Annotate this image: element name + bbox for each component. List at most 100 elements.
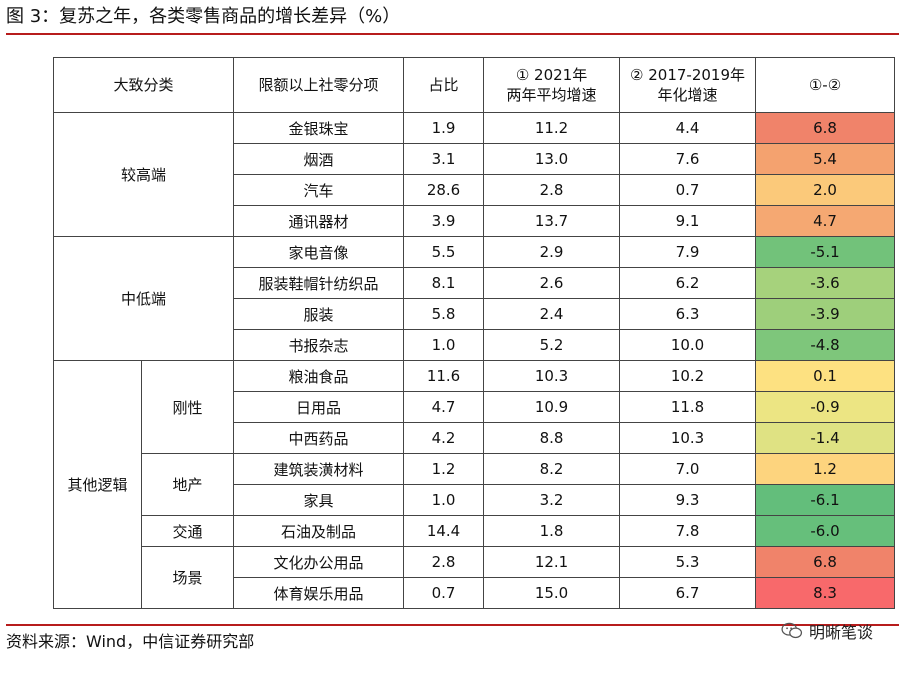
item-cell: 家电音像 xyxy=(233,236,405,268)
growth-2021-cell: 11.2 xyxy=(483,112,621,144)
table-row: 通讯器材 3.9 13.7 9.1 4.7 xyxy=(54,205,896,237)
table-row: 烟酒 3.1 13.0 7.6 5.4 xyxy=(54,143,896,175)
growth-2021-cell: 15.0 xyxy=(483,577,621,609)
share-cell: 1.0 xyxy=(403,484,485,516)
item-cell: 金银珠宝 xyxy=(233,112,405,144)
difference-cell: 8.3 xyxy=(755,577,896,609)
item-cell: 文化办公用品 xyxy=(233,546,405,578)
growth-2017-2019-cell: 0.7 xyxy=(619,174,757,206)
item-cell: 体育娱乐用品 xyxy=(233,577,405,609)
table-row: 其他逻辑 刚性 粮油食品 11.6 10.3 10.2 0.1 xyxy=(53,360,896,609)
growth-2021-cell: 10.9 xyxy=(483,391,621,423)
growth-2021-cell: 2.8 xyxy=(483,174,621,206)
header-category: 大致分类 xyxy=(52,57,235,113)
retail-growth-table: 大致分类 限额以上社零分项 占比 ① 2021年 两年平均增速 ② 2017-2… xyxy=(52,57,896,609)
growth-2021-cell: 12.1 xyxy=(483,546,621,578)
item-cell: 通讯器材 xyxy=(233,205,405,237)
share-cell: 5.8 xyxy=(403,298,485,330)
growth-2017-2019-cell: 4.4 xyxy=(619,112,757,144)
difference-cell: 0.1 xyxy=(755,360,896,392)
growth-2017-2019-cell: 10.0 xyxy=(619,329,757,361)
top-divider xyxy=(6,33,899,35)
difference-cell: 2.0 xyxy=(755,174,896,206)
item-cell: 服装 xyxy=(233,298,405,330)
growth-2021-cell: 3.2 xyxy=(483,484,621,516)
difference-cell: -1.4 xyxy=(755,422,896,454)
subgroup-rigid: 刚性 xyxy=(140,360,235,454)
share-cell: 4.2 xyxy=(403,422,485,454)
header-1719-line2: 年化增速 xyxy=(657,86,718,104)
source-note: 资料来源：Wind，中信证券研究部 xyxy=(6,632,255,651)
share-cell: 4.7 xyxy=(403,391,485,423)
table-row: 中西药品 4.2 8.8 10.3 -1.4 xyxy=(54,422,896,454)
growth-2021-cell: 2.6 xyxy=(483,267,621,299)
growth-2017-2019-cell: 6.3 xyxy=(619,298,757,330)
difference-cell: -4.8 xyxy=(755,329,896,361)
table-row: 服装 5.8 2.4 6.3 -3.9 xyxy=(54,298,896,330)
share-cell: 1.2 xyxy=(403,453,485,485)
growth-2021-cell: 5.2 xyxy=(483,329,621,361)
growth-2021-cell: 13.0 xyxy=(483,143,621,175)
item-cell: 汽车 xyxy=(233,174,405,206)
watermark: 明晰笔谈 xyxy=(781,619,873,643)
growth-2021-cell: 2.4 xyxy=(483,298,621,330)
share-cell: 14.4 xyxy=(403,515,485,547)
watermark-text: 明晰笔谈 xyxy=(808,623,873,642)
difference-cell: -3.6 xyxy=(755,267,896,299)
table-row: 服装鞋帽针纺织品 8.1 2.6 6.2 -3.6 xyxy=(54,267,896,299)
share-cell: 1.0 xyxy=(403,329,485,361)
share-cell: 0.7 xyxy=(403,577,485,609)
bottom-divider xyxy=(6,624,899,626)
share-cell: 5.5 xyxy=(403,236,485,268)
difference-cell: 5.4 xyxy=(755,143,896,175)
growth-2017-2019-cell: 6.7 xyxy=(619,577,757,609)
item-cell: 服装鞋帽针纺织品 xyxy=(233,267,405,299)
figure-title: 图 3：复苏之年，各类零售商品的增长差异（%） xyxy=(6,6,401,27)
table-row: 体育娱乐用品 0.7 15.0 6.7 8.3 xyxy=(54,577,896,609)
group-mid-low-end: 中低端 xyxy=(52,236,235,361)
share-cell: 11.6 xyxy=(403,360,485,392)
difference-cell: 1.2 xyxy=(755,453,896,485)
item-cell: 中西药品 xyxy=(233,422,405,454)
group-other-logic: 其他逻辑 xyxy=(53,360,142,609)
growth-2017-2019-cell: 11.8 xyxy=(619,391,757,423)
share-cell: 3.1 xyxy=(403,143,485,175)
share-cell: 8.1 xyxy=(403,267,485,299)
item-cell: 石油及制品 xyxy=(233,515,405,547)
item-cell: 建筑装潢材料 xyxy=(233,453,405,485)
difference-cell: 6.8 xyxy=(755,546,896,578)
growth-2017-2019-cell: 7.0 xyxy=(619,453,757,485)
header-share: 占比 xyxy=(403,57,485,113)
item-cell: 粮油食品 xyxy=(233,360,405,392)
share-cell: 3.9 xyxy=(403,205,485,237)
header-1719-line1: ② 2017-2019年 xyxy=(630,66,745,84)
growth-2021-cell: 10.3 xyxy=(483,360,621,392)
growth-2017-2019-cell: 6.2 xyxy=(619,267,757,299)
difference-cell: 6.8 xyxy=(755,112,896,144)
growth-2021-cell: 2.9 xyxy=(483,236,621,268)
wechat-icon xyxy=(781,622,803,639)
item-cell: 日用品 xyxy=(233,391,405,423)
growth-2017-2019-cell: 9.1 xyxy=(619,205,757,237)
table-row: 场景 文化办公用品 2.8 12.1 5.3 6.8 xyxy=(54,546,896,609)
share-cell: 2.8 xyxy=(403,546,485,578)
header-2021-line1: ① 2021年 xyxy=(515,66,588,84)
difference-cell: -6.0 xyxy=(755,515,896,547)
header-difference: ①-② xyxy=(755,57,896,113)
difference-cell: -5.1 xyxy=(755,236,896,268)
table-row: 较高端 金银珠宝 1.9 11.2 4.4 6.8 xyxy=(52,112,896,237)
item-cell: 家具 xyxy=(233,484,405,516)
table-row: 家具 1.0 3.2 9.3 -6.1 xyxy=(54,484,896,516)
growth-2021-cell: 1.8 xyxy=(483,515,621,547)
growth-2021-cell: 8.8 xyxy=(483,422,621,454)
subgroup-real-estate: 地产 xyxy=(140,453,235,516)
share-cell: 1.9 xyxy=(403,112,485,144)
group-high-end: 较高端 xyxy=(52,112,235,237)
growth-2021-cell: 13.7 xyxy=(483,205,621,237)
item-cell: 书报杂志 xyxy=(233,329,405,361)
table-header-row: 大致分类 限额以上社零分项 占比 ① 2021年 两年平均增速 ② 2017-2… xyxy=(52,57,896,113)
table-row: 交通 石油及制品 14.4 1.8 7.8 -6.0 xyxy=(54,515,896,547)
share-cell: 28.6 xyxy=(403,174,485,206)
table-row: 地产 建筑装潢材料 1.2 8.2 7.0 1.2 xyxy=(54,453,896,516)
header-2021-growth: ① 2021年 两年平均增速 xyxy=(483,57,621,113)
